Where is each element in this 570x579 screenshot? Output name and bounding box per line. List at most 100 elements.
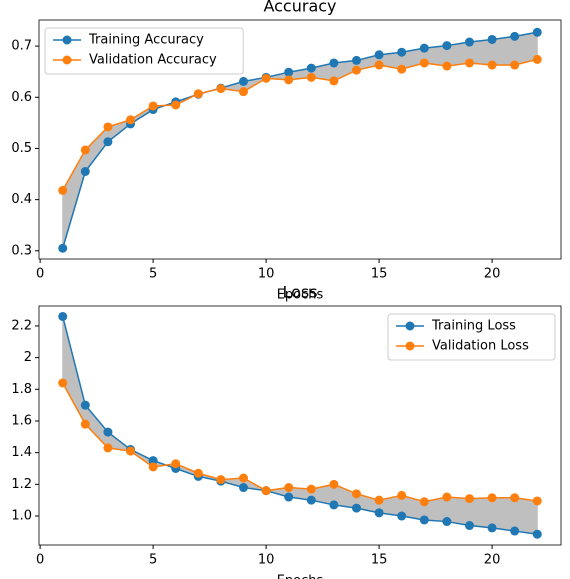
point [532, 27, 542, 37]
point [351, 503, 361, 513]
point [216, 475, 226, 485]
point [419, 58, 429, 68]
legend-label: Validation Loss [432, 339, 529, 354]
point [374, 50, 384, 60]
y-tick-label: 0.7 [11, 39, 32, 54]
y-tick-label: 1.0 [11, 509, 32, 524]
point [239, 87, 249, 97]
point [329, 58, 339, 68]
point [193, 89, 203, 99]
y-tick-label: 1.8 [11, 382, 32, 397]
point [80, 400, 90, 410]
legend-marker [405, 321, 415, 331]
point [148, 456, 158, 466]
point [103, 443, 113, 453]
point [239, 76, 249, 86]
series-line [62, 31, 538, 249]
point [284, 483, 294, 493]
y-tick-label: 0.6 [11, 90, 32, 105]
point [464, 37, 474, 47]
point [487, 34, 497, 44]
point [442, 61, 452, 71]
y-tick-label: 0.3 [11, 243, 32, 258]
point [80, 166, 90, 176]
chart-title: Loss [282, 283, 317, 302]
x-tick-label: 20 [484, 267, 501, 282]
point [442, 517, 452, 527]
x-tick-label: 15 [371, 267, 388, 282]
x-tick-label: 5 [149, 267, 157, 282]
x-tick-label: 15 [371, 553, 388, 568]
chart-title: Accuracy [263, 0, 336, 16]
plot-frame [38, 305, 562, 546]
legend-label: Validation Accuracy [89, 53, 217, 68]
point [374, 60, 384, 70]
point [103, 137, 113, 147]
point [487, 493, 497, 503]
y-tick-label: 1.2 [11, 477, 32, 492]
x-tick-label: 10 [258, 267, 275, 282]
point [397, 511, 407, 521]
legend-marker [62, 55, 72, 65]
plot-frame [38, 19, 562, 260]
point [510, 60, 520, 70]
x-axis-label: Epochs [277, 288, 324, 303]
point [58, 311, 68, 321]
point [306, 63, 316, 73]
x-tick-label: 10 [258, 553, 275, 568]
point [532, 529, 542, 539]
point [329, 479, 339, 489]
point [419, 497, 429, 507]
y-tick-label: 2 [24, 350, 32, 365]
point [510, 31, 520, 41]
legend-marker [62, 35, 72, 45]
point [239, 473, 249, 483]
point [306, 495, 316, 505]
point [329, 76, 339, 86]
point [261, 486, 271, 496]
x-tick-label: 5 [149, 553, 157, 568]
point [80, 419, 90, 429]
legend-label: Training Accuracy [88, 33, 204, 48]
x-tick-label: 0 [36, 553, 44, 568]
point [284, 67, 294, 77]
point [306, 72, 316, 82]
point [103, 122, 113, 132]
point [374, 508, 384, 518]
series-line [62, 58, 538, 191]
point [487, 523, 497, 533]
point [193, 468, 203, 478]
y-tick-label: 1.4 [11, 445, 32, 460]
point [487, 60, 497, 70]
point [374, 495, 384, 505]
point [284, 75, 294, 85]
point [171, 100, 181, 110]
point [171, 459, 181, 469]
y-tick-label: 2.2 [11, 318, 32, 333]
x-axis-label: Epochs [277, 574, 324, 579]
point [58, 243, 68, 253]
point [148, 462, 158, 472]
legend-marker [405, 341, 415, 351]
legend-label: Training Loss [431, 319, 516, 334]
point [510, 493, 520, 503]
legend [44, 27, 244, 75]
point [351, 489, 361, 499]
point [80, 145, 90, 155]
legend [387, 313, 556, 361]
y-tick-label: 1.6 [11, 413, 32, 428]
point [103, 427, 113, 437]
point [351, 65, 361, 75]
point [419, 515, 429, 525]
point [148, 101, 158, 111]
x-tick-label: 0 [36, 267, 44, 282]
point [58, 185, 68, 195]
point [58, 378, 68, 388]
point [397, 490, 407, 500]
point [419, 43, 429, 53]
x-tick-label: 20 [484, 553, 501, 568]
point [216, 84, 226, 94]
point [397, 47, 407, 57]
point [329, 500, 339, 510]
